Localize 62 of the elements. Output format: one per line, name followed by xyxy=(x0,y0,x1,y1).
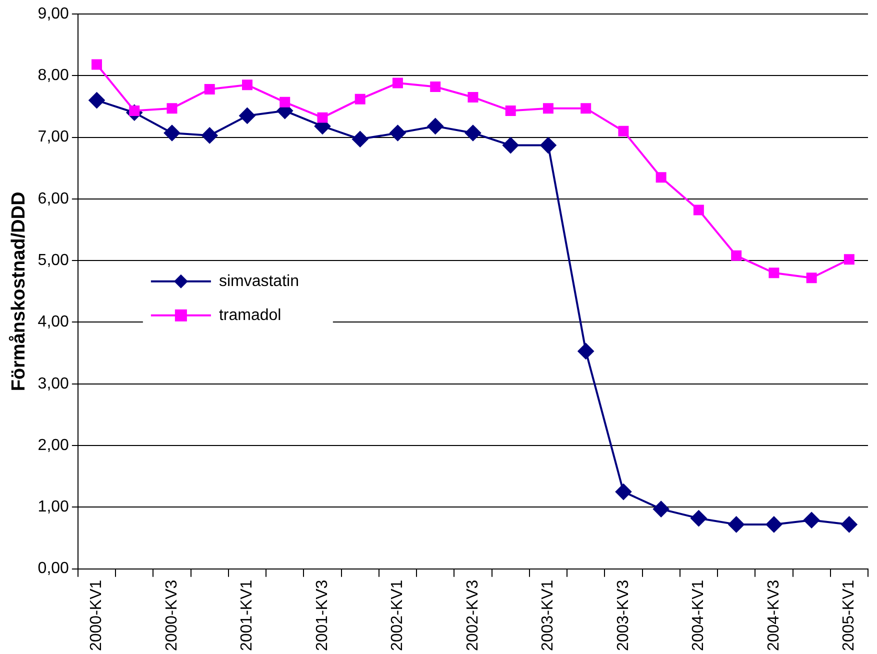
point xyxy=(92,59,102,70)
y-tick-label: 1,00 xyxy=(38,498,70,516)
point xyxy=(580,103,592,114)
point xyxy=(468,92,478,102)
x-tick-label: 2002-KV3 xyxy=(464,580,482,652)
point xyxy=(202,127,218,144)
point xyxy=(280,96,290,108)
legend-label: simvastatin xyxy=(218,272,299,290)
point xyxy=(352,131,368,148)
point xyxy=(239,108,256,124)
point xyxy=(768,268,780,278)
point xyxy=(242,80,252,90)
y-tick-label: 3,00 xyxy=(38,375,70,392)
point xyxy=(766,516,782,532)
point xyxy=(653,501,670,518)
point xyxy=(204,84,215,94)
x-tick-label: 2004-KV1 xyxy=(690,580,708,652)
y-tick-label: 8,00 xyxy=(38,67,70,84)
point xyxy=(841,516,858,532)
x-tick-label: 2005-KV1 xyxy=(840,580,858,652)
x-tick-label: 2001-KV1 xyxy=(238,580,256,652)
point xyxy=(731,250,742,261)
point xyxy=(804,512,820,528)
point xyxy=(502,137,519,154)
y-tick-label: 9,00 xyxy=(38,5,70,22)
x-tick-label: 2002-KV1 xyxy=(389,580,406,652)
point xyxy=(728,516,744,532)
point xyxy=(427,118,444,134)
point xyxy=(542,103,554,114)
x-tick-label: 2004-KV3 xyxy=(765,580,782,652)
point xyxy=(618,126,629,136)
point xyxy=(578,343,594,360)
point xyxy=(844,254,854,265)
y-axis-title: Förmånskostnad/DDD xyxy=(8,192,30,392)
x-tick-label: 2001-KV3 xyxy=(314,580,331,652)
point xyxy=(615,484,632,500)
x-tick-label: 2003-KV3 xyxy=(614,580,632,652)
x-tick-label: 2000-KV1 xyxy=(88,580,106,652)
point xyxy=(164,124,180,141)
point xyxy=(540,137,556,154)
point xyxy=(317,112,328,123)
point xyxy=(430,82,441,92)
point xyxy=(656,172,666,183)
x-tick-label: 2000-KV3 xyxy=(163,580,180,652)
y-tick-label: 7,00 xyxy=(38,128,70,146)
x-tick-label: 2003-KV1 xyxy=(540,580,557,652)
point xyxy=(806,272,817,284)
point xyxy=(464,124,481,141)
point xyxy=(693,204,704,216)
point xyxy=(505,106,516,116)
point xyxy=(88,92,105,108)
y-tick-label: 6,00 xyxy=(38,190,70,208)
point xyxy=(390,124,406,141)
y-tick-label: 4,00 xyxy=(38,314,70,331)
point xyxy=(690,510,707,526)
y-tick-label: 0,00 xyxy=(38,560,70,578)
legend-label: tramadol xyxy=(218,306,282,324)
point xyxy=(392,78,403,88)
y-tick-label: 5,00 xyxy=(38,252,70,269)
point xyxy=(354,94,366,104)
point xyxy=(166,103,178,114)
y-tick-label: 2,00 xyxy=(38,436,70,454)
